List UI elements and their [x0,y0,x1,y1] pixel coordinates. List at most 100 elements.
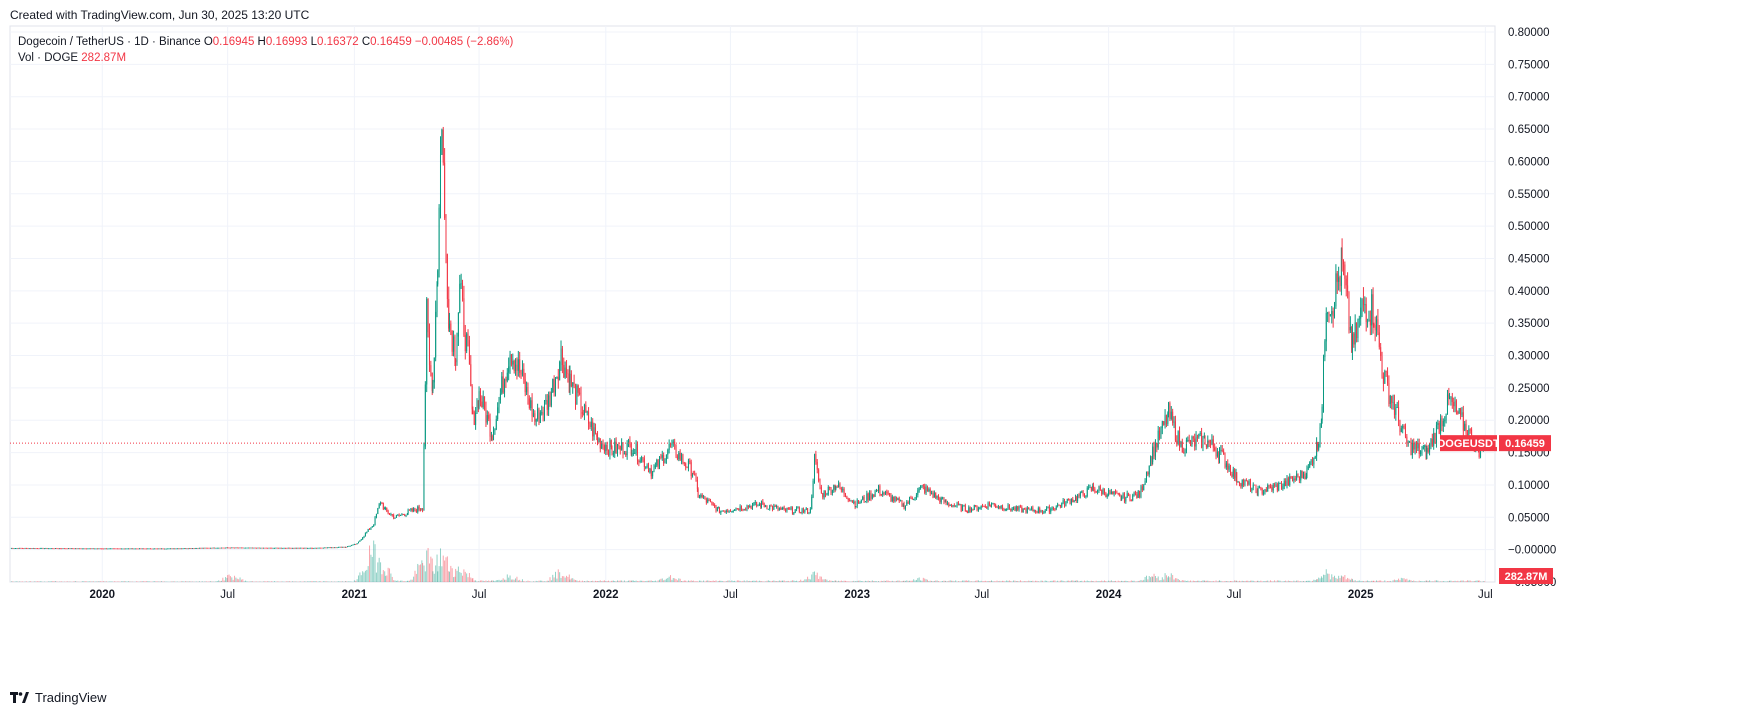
volume-bar [1382,581,1384,582]
candle-body [1101,489,1103,495]
candle-body [245,547,247,549]
volume-bar [646,580,648,582]
volume-bar [984,580,986,582]
volume-bar [661,578,663,582]
candle-body [91,548,93,550]
candle-body [1028,507,1030,509]
candle-body [825,490,827,496]
candle-body [1010,508,1012,511]
candle-body [301,547,303,549]
volume-bar [993,581,995,582]
volume-label[interactable]: Vol · DOGE [18,52,79,64]
volume-bar [882,581,884,582]
candle-body [21,547,23,549]
volume-bar [546,580,548,582]
volume-bar [84,581,86,582]
candle-body [232,547,234,549]
volume-bar [1476,580,1478,582]
candle-body [1032,507,1034,512]
candle-body [568,374,570,393]
candle-body [254,547,256,549]
volume-bar [835,580,837,582]
candle-body [1282,486,1284,490]
candle-body [520,372,522,375]
candle-body [333,547,335,549]
candle-body [1341,247,1343,261]
candle-body [802,508,804,513]
candle-body [280,547,282,549]
candle-body [882,492,884,495]
candle-body [485,408,487,423]
volume-bar [485,580,487,582]
candle-body [963,505,965,507]
candle-body [371,526,373,528]
tradingview-logo[interactable]: TradingView [10,690,107,705]
volume-bar [1304,581,1306,582]
candle-body [692,473,694,477]
volume-bar [972,581,974,582]
volume-bar [1040,580,1042,582]
volume-bar [890,581,892,582]
volume-bar [482,580,484,582]
candle-body [743,509,745,511]
volume-bar [494,581,496,582]
candle-body [98,548,100,550]
volume-bar [1473,581,1475,582]
candle-body [1232,469,1234,477]
candle-body [101,548,103,550]
volume-bar [470,577,472,582]
last-price-tag-bg [1499,435,1551,452]
volume-bar [271,581,273,582]
candle-body [530,400,532,408]
volume-bar [1404,579,1406,582]
volume-bar [880,580,882,582]
candle-body [1119,494,1121,496]
candle-body [718,507,720,509]
volume-bar [371,556,373,582]
candle-body [70,548,72,550]
volume-bar [1269,580,1271,582]
candle-body [338,546,340,548]
candle-body [391,514,393,516]
symbol-description[interactable]: Dogecoin / TetherUS · 1D · Binance [18,36,201,48]
volume-bar [1303,581,1305,582]
candle-body [405,515,407,517]
volume-bar [1065,581,1067,582]
candle-body [931,493,933,495]
volume-bar [765,581,767,582]
volume-bar [1296,580,1298,582]
volume-bar [435,565,437,582]
candle-body [619,446,621,450]
candle-body [1438,422,1440,434]
candle-body [984,506,986,508]
volume-bar [707,580,709,582]
volume-bar [732,581,734,582]
volume-bar [659,579,661,582]
volume-bar [910,580,912,582]
y-tick-label: 0.60000 [1508,156,1550,168]
candle-body [1275,484,1277,486]
candle-body [249,547,251,549]
volume-bar [1173,579,1175,582]
candle-body [258,547,260,549]
volume-bar [439,548,441,582]
candle-body [45,547,47,549]
candle-body [997,506,999,508]
candle-body [527,387,529,399]
candle-body [862,497,864,500]
candle-body [983,505,985,507]
candle-body [1403,426,1405,428]
volume-bar [418,565,420,582]
candle-body [24,547,26,549]
volume-bar [665,578,667,582]
volume-bar [239,577,241,582]
volume-bar [560,577,562,582]
candle-body [586,411,588,413]
candle-body [707,499,709,503]
candle-body [1102,489,1104,495]
volume-bar [756,580,758,582]
volume-bar [538,580,540,582]
candle-body [871,494,873,499]
volume-bar [1094,581,1096,582]
